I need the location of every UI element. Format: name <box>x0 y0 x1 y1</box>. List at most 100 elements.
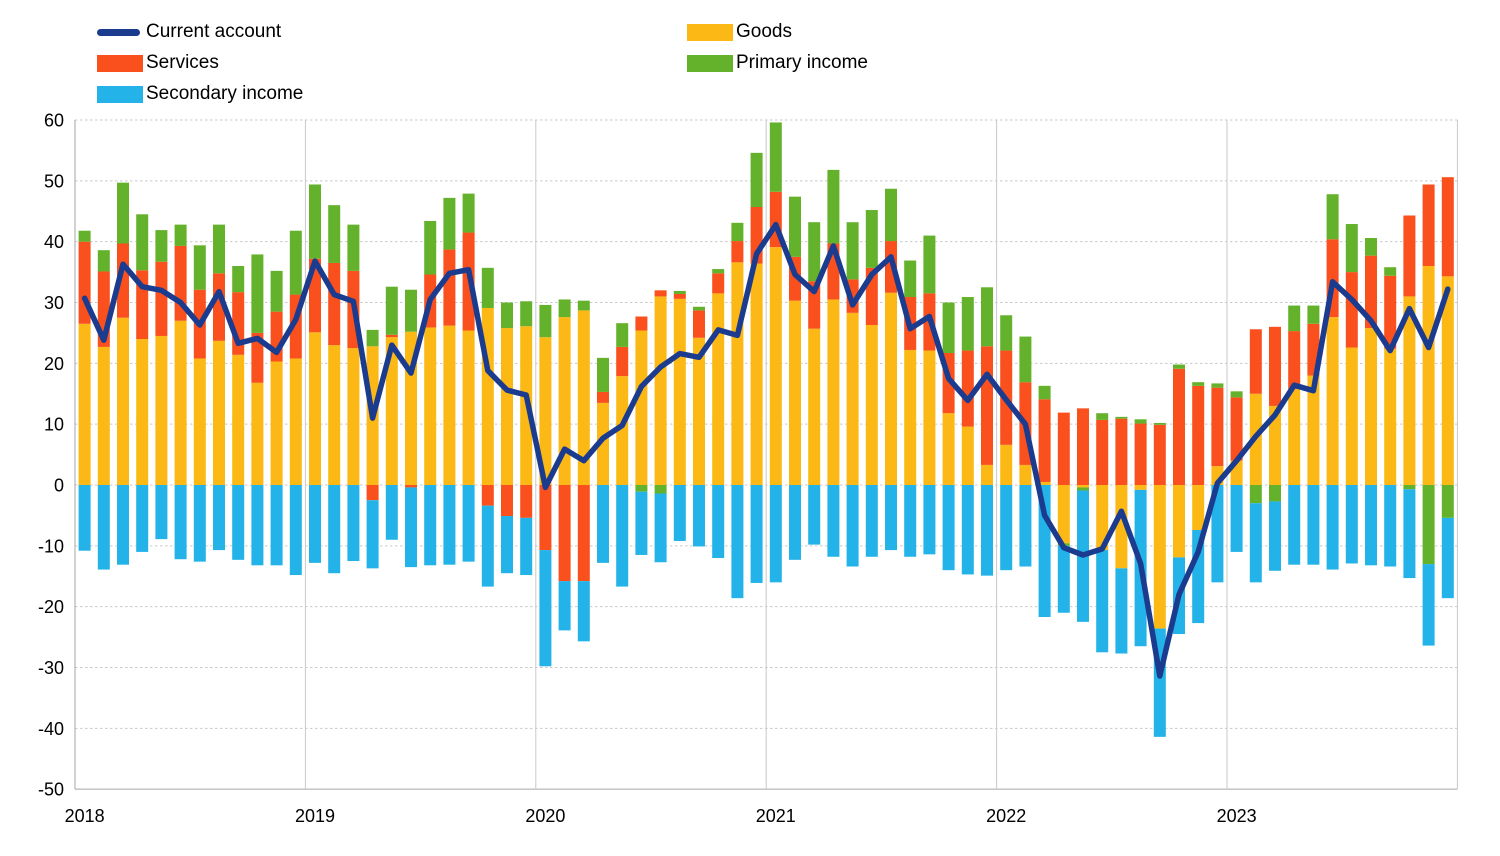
bar-goods-2018-05 <box>155 335 168 485</box>
bar-goods-2020-01 <box>539 337 552 485</box>
bar-primary-income-2023-11 <box>1422 485 1435 565</box>
bar-primary-income-2018-11 <box>270 270 283 312</box>
bar-goods-2018-11 <box>270 361 283 485</box>
legend-label: Primary income <box>736 52 868 73</box>
bar-primary-income-2019-08 <box>443 197 456 250</box>
bar-goods-2022-04 <box>1057 485 1070 544</box>
bar-secondary-income-2021-05 <box>846 485 859 567</box>
bar-primary-income-2018-04 <box>136 214 149 271</box>
bar-secondary-income-2018-02 <box>97 485 110 570</box>
bar-goods-2022-10 <box>1173 485 1185 558</box>
bar-services-2021-12 <box>981 346 993 465</box>
legend-label: Secondary income <box>146 83 304 104</box>
legend-item-secondary-income: Secondary income <box>97 82 303 106</box>
bar-secondary-income-2018-09 <box>232 485 245 560</box>
bar-goods-2021-05 <box>846 312 859 485</box>
bar-goods-2021-04 <box>827 299 840 485</box>
bar-goods-2023-08 <box>1365 328 1377 485</box>
bar-primary-income-2018-10 <box>251 254 264 333</box>
bar-secondary-income-2021-01 <box>769 485 782 583</box>
legend-label: Services <box>146 52 219 73</box>
bar-primary-income-2021-05 <box>846 222 859 280</box>
x-tick-label: 2018 <box>65 806 105 826</box>
bar-primary-income-2022-12 <box>1211 383 1224 388</box>
bar-goods-2022-07 <box>1115 485 1128 569</box>
bar-goods-2022-03 <box>1038 481 1051 485</box>
bar-secondary-income-2020-11 <box>731 485 744 599</box>
secondary-income-swatch <box>97 85 143 103</box>
bar-secondary-income-2018-06 <box>174 485 187 560</box>
bar-secondary-income-2023-07 <box>1345 485 1358 564</box>
bar-services-2020-09 <box>693 310 705 338</box>
bar-primary-income-2018-05 <box>155 230 168 262</box>
bar-goods-2018-09 <box>232 354 245 485</box>
bar-goods-2018-02 <box>97 346 110 485</box>
bar-goods-2020-07 <box>654 296 667 485</box>
bar-services-2022-09 <box>1153 424 1166 485</box>
bar-secondary-income-2018-04 <box>136 485 149 552</box>
bar-secondary-income-2022-06 <box>1096 550 1109 653</box>
bar-primary-income-2021-08 <box>904 260 917 298</box>
bar-secondary-income-2021-03 <box>808 485 821 545</box>
bar-primary-income-2019-03 <box>347 224 360 271</box>
bar-secondary-income-2022-01 <box>1000 485 1013 571</box>
bar-secondary-income-2022-12 <box>1211 485 1224 583</box>
bar-goods-2021-03 <box>808 328 821 485</box>
bar-secondary-income-2020-07 <box>654 493 667 563</box>
bar-goods-2018-07 <box>193 358 206 485</box>
bar-services-2022-05 <box>1077 408 1089 485</box>
bar-secondary-income-2020-10 <box>712 485 725 558</box>
bar-primary-income-2020-08 <box>673 290 686 294</box>
bar-primary-income-2023-09 <box>1384 267 1397 276</box>
bar-services-2023-09 <box>1384 275 1397 349</box>
x-tick-label: 2019 <box>295 806 335 826</box>
bar-secondary-income-2022-02 <box>1019 485 1032 567</box>
bar-services-2022-11 <box>1192 385 1205 485</box>
bar-primary-income-2023-05 <box>1307 305 1320 324</box>
bar-goods-2021-02 <box>789 300 801 485</box>
bar-primary-income-2021-04 <box>827 169 840 244</box>
bar-primary-income-2022-11 <box>1192 382 1205 386</box>
bar-goods-2023-11 <box>1422 266 1435 485</box>
bar-services-2020-05 <box>616 346 629 377</box>
bar-services-2020-10 <box>712 273 725 294</box>
bar-goods-2020-06 <box>635 330 648 485</box>
bar-primary-income-2021-12 <box>981 287 993 347</box>
bar-secondary-income-2018-08 <box>213 485 225 551</box>
bar-goods-2020-05 <box>616 376 629 485</box>
bar-goods-2020-12 <box>750 263 763 485</box>
bar-goods-2018-04 <box>136 339 149 485</box>
bar-services-2022-08 <box>1134 423 1147 485</box>
bar-secondary-income-2019-06 <box>405 487 417 568</box>
bar-primary-income-2023-08 <box>1365 238 1377 256</box>
bar-services-2022-07 <box>1115 418 1128 485</box>
bar-services-2018-05 <box>155 261 168 336</box>
y-axis-labels: 60 50 40 30 20 10 0 -10 -20 -30 -40 -50 <box>38 111 64 800</box>
bar-secondary-income-2018-01 <box>78 485 91 551</box>
bar-services-2020-06 <box>635 316 648 331</box>
bar-goods-2022-08 <box>1134 485 1147 490</box>
bar-services-2023-10 <box>1403 215 1416 297</box>
bar-secondary-income-2020-02 <box>558 581 571 631</box>
bar-goods-2023-09 <box>1384 348 1397 485</box>
bar-services-2020-11 <box>731 241 744 263</box>
bar-secondary-income-2021-12 <box>981 485 993 576</box>
bar-secondary-income-2020-01 <box>539 550 552 667</box>
bar-goods-2023-05 <box>1307 375 1320 485</box>
bar-goods-2020-03 <box>577 310 590 485</box>
bar-primary-income-2022-06 <box>1096 413 1109 420</box>
bar-secondary-income-2019-12 <box>520 517 533 576</box>
bar-goods-2023-07 <box>1345 347 1358 485</box>
bar-services-2019-08 <box>443 249 456 326</box>
bar-primary-income-2020-07 <box>654 485 667 494</box>
bar-services-2023-04 <box>1288 331 1301 389</box>
bar-primary-income-2022-10 <box>1173 364 1185 369</box>
bar-secondary-income-2020-05 <box>616 485 629 587</box>
bar-goods-2019-08 <box>443 325 456 485</box>
bar-primary-income-2019-01 <box>309 184 321 259</box>
bar-primary-income-2020-04 <box>597 357 609 392</box>
legend-item-current-account: Current account <box>97 20 281 44</box>
bar-secondary-income-2018-11 <box>270 485 283 566</box>
y-tick-label: 10 <box>44 415 64 435</box>
bar-primary-income-2022-09 <box>1153 422 1166 425</box>
